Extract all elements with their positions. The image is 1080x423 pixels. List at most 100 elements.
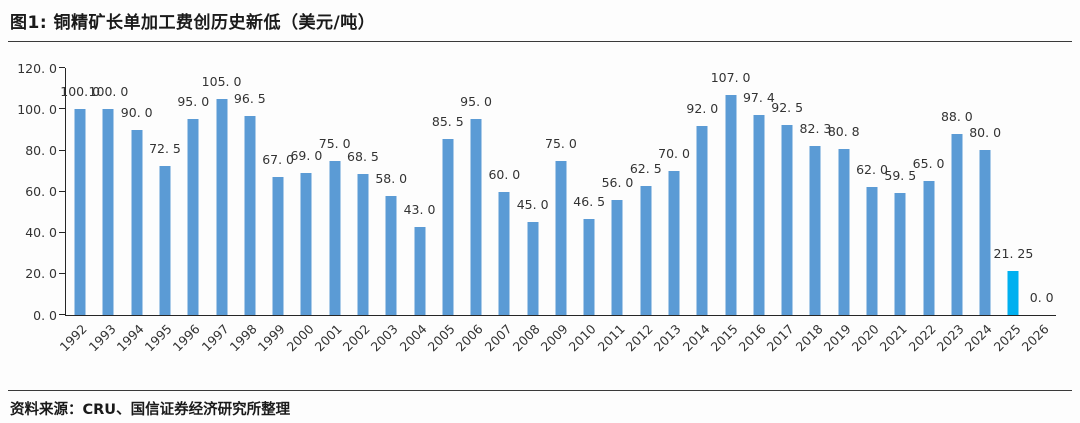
- value-label-2015: 107. 0: [710, 69, 751, 85]
- bar-slot-2004: 43. 0 2004: [396, 68, 436, 354]
- x-tick-label-2023: 2023: [933, 321, 967, 355]
- x-tick-label-2010: 2010: [566, 321, 600, 355]
- bar-2002: [357, 174, 369, 315]
- x-tick-label-2001: 2001: [311, 321, 345, 355]
- bar-slot-2008: 45. 0 2008: [509, 68, 549, 355]
- bar-slot-2001: 75. 0 2001: [311, 68, 350, 354]
- x-tick-label-2025: 2025: [990, 321, 1024, 355]
- y-tick-label: 20. 0: [25, 266, 57, 282]
- value-label-1996: 95. 0: [177, 94, 210, 110]
- x-tick-label-2006: 2006: [452, 321, 486, 355]
- bar-2010: [583, 219, 595, 315]
- x-tick-label-2000: 2000: [283, 321, 317, 355]
- x-tick-label-2026: 2026: [1018, 321, 1052, 355]
- value-label-1999: 67. 0: [262, 152, 295, 168]
- x-tick-label-2022: 2022: [905, 321, 939, 355]
- bar-slot-2005: 85. 5 2005: [425, 68, 464, 355]
- bar-1993: [102, 109, 114, 315]
- x-tick-label-2019: 2019: [820, 321, 854, 355]
- value-label-2006: 95. 0: [460, 94, 492, 110]
- bar-2006: [470, 119, 482, 315]
- bar-slot-2018: 82. 3 2018: [792, 68, 831, 354]
- bar-2025: [1007, 271, 1019, 315]
- x-tick-label-2024: 2024: [961, 321, 996, 355]
- bar-slot-2015: 107. 0 2015: [707, 68, 750, 354]
- y-tick-label: 0. 0: [33, 307, 57, 323]
- value-label-2020: 62. 0: [856, 162, 888, 178]
- bar-1992: [74, 109, 86, 315]
- value-label-2012: 62. 5: [629, 161, 662, 177]
- value-label-2010: 46. 5: [573, 194, 606, 210]
- value-label-1993: 100. 0: [88, 84, 129, 100]
- bar-slot-1993: 100. 0 1993: [85, 68, 128, 355]
- bar-slot-2025: 21. 25 2025: [990, 68, 1033, 355]
- bar-2019: [838, 148, 850, 315]
- value-label-1997: 105. 0: [201, 73, 242, 89]
- x-tick-label-1992: 1992: [56, 321, 91, 355]
- value-label-2013: 70. 0: [658, 145, 690, 161]
- y-tick-label: 120. 0: [17, 60, 57, 76]
- x-tick-label-1993: 1993: [85, 321, 119, 355]
- bar-slot-2003: 58. 0 2003: [368, 68, 408, 354]
- x-tick-label-2004: 2004: [396, 321, 430, 355]
- x-tick-label-2012: 2012: [622, 321, 656, 355]
- bar-slot-1998: 96. 5 1998: [227, 68, 266, 355]
- value-label-2005: 85. 5: [431, 114, 464, 130]
- bar-2015: [725, 94, 737, 315]
- y-tick-mark: [59, 67, 65, 69]
- bar-slot-2014: 92. 0 2014: [679, 68, 719, 354]
- bar-slot-1996: 95. 0 1996: [170, 68, 210, 354]
- x-tick-label-2009: 2009: [537, 321, 571, 355]
- value-label-2003: 58. 0: [375, 170, 408, 186]
- bar-slot-2020: 62. 0 2020: [849, 68, 888, 355]
- bar-slot-2011: 56. 0 2011: [594, 68, 634, 354]
- bar-slot-2017: 92. 5 2017: [764, 68, 804, 354]
- x-tick-label-2015: 2015: [707, 321, 741, 355]
- bar-2008: [527, 222, 539, 315]
- value-label-1998: 96. 5: [233, 91, 266, 107]
- bar-2003: [385, 195, 397, 315]
- x-tick-label-2017: 2017: [763, 321, 798, 355]
- bar-slot-1994: 90. 0 1994: [114, 68, 153, 354]
- bar-slot-2023: 88. 0 2023: [934, 68, 973, 354]
- value-label-2014: 92. 0: [686, 100, 719, 116]
- bar-1998: [244, 116, 256, 315]
- x-tick-label-1999: 1999: [254, 321, 289, 355]
- bar-slot-2006: 95. 0 2006: [453, 68, 492, 354]
- bar-1999: [272, 177, 284, 315]
- bar-slot-2026: 0. 0 2026: [1019, 68, 1056, 355]
- value-label-2025: 21. 25: [993, 246, 1034, 262]
- bar-2000: [300, 172, 312, 315]
- x-tick-label-2014: 2014: [679, 321, 713, 355]
- y-tick-mark: [59, 108, 65, 110]
- y-tick-mark: [59, 314, 65, 316]
- value-label-2002: 68. 5: [347, 149, 379, 165]
- x-tick-label-1998: 1998: [226, 321, 260, 355]
- y-tick-label: 80. 0: [25, 142, 57, 158]
- x-tick-label-2020: 2020: [848, 321, 882, 355]
- y-axis: 120. 0 100. 0 80. 0 60. 0 40. 0 20. 0 0. 0: [0, 61, 57, 323]
- bar-2022: [923, 181, 935, 315]
- bar-slot-1997: 105. 0 1997: [198, 68, 241, 354]
- value-label-2004: 43. 0: [403, 201, 436, 217]
- bar-slot-2019: 80. 8 2019: [821, 68, 860, 354]
- title-divider: [8, 41, 1072, 42]
- bar-slot-1999: 67. 0 1999: [255, 68, 295, 355]
- source-note: 资料来源：CRU、国信证券经济研究所整理: [10, 402, 291, 418]
- value-label-2024: 80. 0: [969, 125, 1002, 141]
- y-tick-label: 60. 0: [25, 184, 57, 199]
- value-label-2008: 45. 0: [516, 197, 549, 213]
- bar-2024: [979, 150, 991, 315]
- bar-2014: [696, 125, 708, 315]
- value-label-2011: 56. 0: [601, 174, 634, 190]
- bar-slot-1992: 100. 0 1992: [57, 68, 100, 355]
- value-label-2017: 92. 5: [771, 99, 804, 115]
- x-tick-label-2007: 2007: [481, 321, 515, 355]
- value-label-2009: 75. 0: [545, 135, 577, 151]
- x-tick-label-1996: 1996: [170, 321, 204, 355]
- value-label-2007: 60. 0: [488, 166, 521, 182]
- bar-2007: [498, 191, 510, 315]
- value-label-2022: 65. 0: [912, 156, 945, 172]
- x-tick-label-2002: 2002: [339, 321, 373, 355]
- x-tick-label-2021: 2021: [877, 321, 911, 355]
